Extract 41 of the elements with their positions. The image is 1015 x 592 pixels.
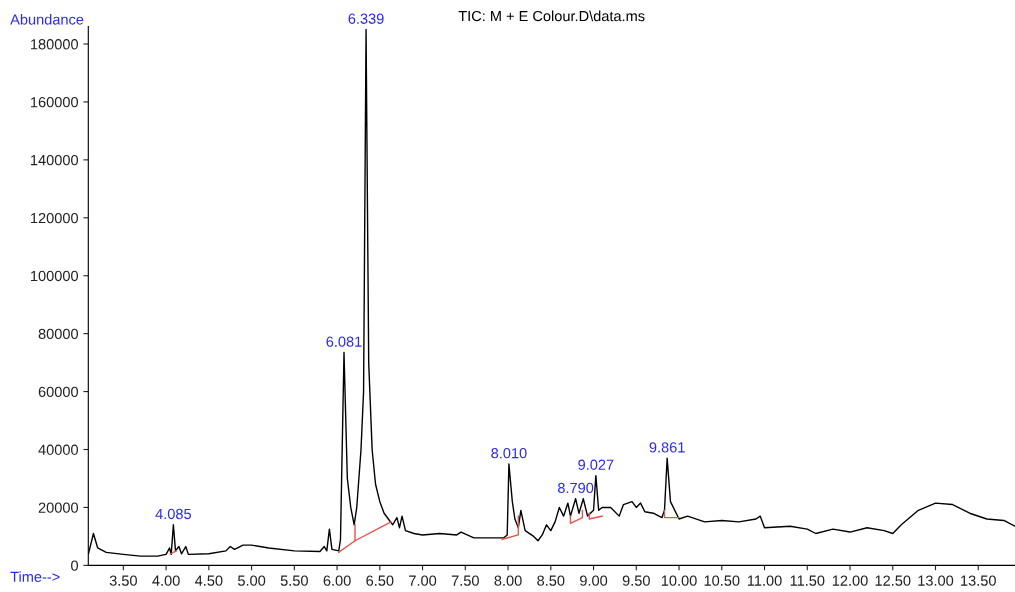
y-tick-label: 20000: [38, 502, 79, 513]
x-tick-label: 13.50: [961, 575, 996, 586]
x-tick-label: 8.50: [537, 575, 565, 586]
y-tick-label: 80000: [38, 328, 79, 340]
annotation: 8.010: [491, 448, 527, 459]
y-tick-label: 160000: [31, 97, 79, 108]
x-tick-label: 13.00: [918, 575, 954, 586]
annotation: 9.861: [649, 442, 685, 453]
x-tick-label: 3.50: [109, 575, 137, 586]
x-tick-label: 7.00: [409, 575, 437, 586]
x-tick-label: 5.50: [280, 575, 308, 586]
y-tick-label: 40000: [38, 444, 79, 455]
y-tick-label: 180000: [31, 39, 79, 50]
x-tick-label: 12.50: [875, 575, 911, 586]
chart-title: TIC: M + E Colour.D\data.ms: [458, 10, 645, 22]
y-tick-label: 60000: [38, 386, 79, 398]
x-tick-label: 4.00: [152, 575, 180, 586]
x-tick-label: 10.00: [661, 575, 697, 586]
x-tick-label: 11.50: [790, 575, 825, 586]
x-tick-label: 7.50: [451, 575, 479, 586]
y-tick-label: 0: [71, 560, 79, 571]
y-tick-label: 140000: [31, 154, 79, 166]
x-tick-label: 10.50: [704, 575, 740, 586]
y-axis-title: Abundance: [10, 13, 84, 25]
x-tick-label: 12.00: [832, 575, 868, 586]
annotation: 6.339: [348, 13, 384, 24]
x-tick-label: 9.50: [622, 575, 650, 586]
x-tick-label: 11.00: [747, 575, 782, 586]
x-tick-label: 8.00: [494, 575, 522, 586]
x-tick-label: 9.00: [580, 575, 608, 586]
y-tick-label: 100000: [31, 270, 79, 282]
x-tick-label: 6.50: [366, 575, 394, 586]
annotation: 9.027: [578, 459, 614, 470]
x-tick-label: 5.00: [237, 575, 266, 586]
x-tick-label: 4.50: [194, 575, 223, 586]
annotation: 8.790: [557, 482, 594, 494]
x-tick-label: 6.00: [323, 575, 351, 586]
x-axis-title: Time-->: [10, 571, 60, 583]
y-tick-label: 120000: [31, 212, 79, 224]
annotation: 4.085: [155, 508, 191, 520]
annotation: 6.081: [326, 336, 362, 347]
